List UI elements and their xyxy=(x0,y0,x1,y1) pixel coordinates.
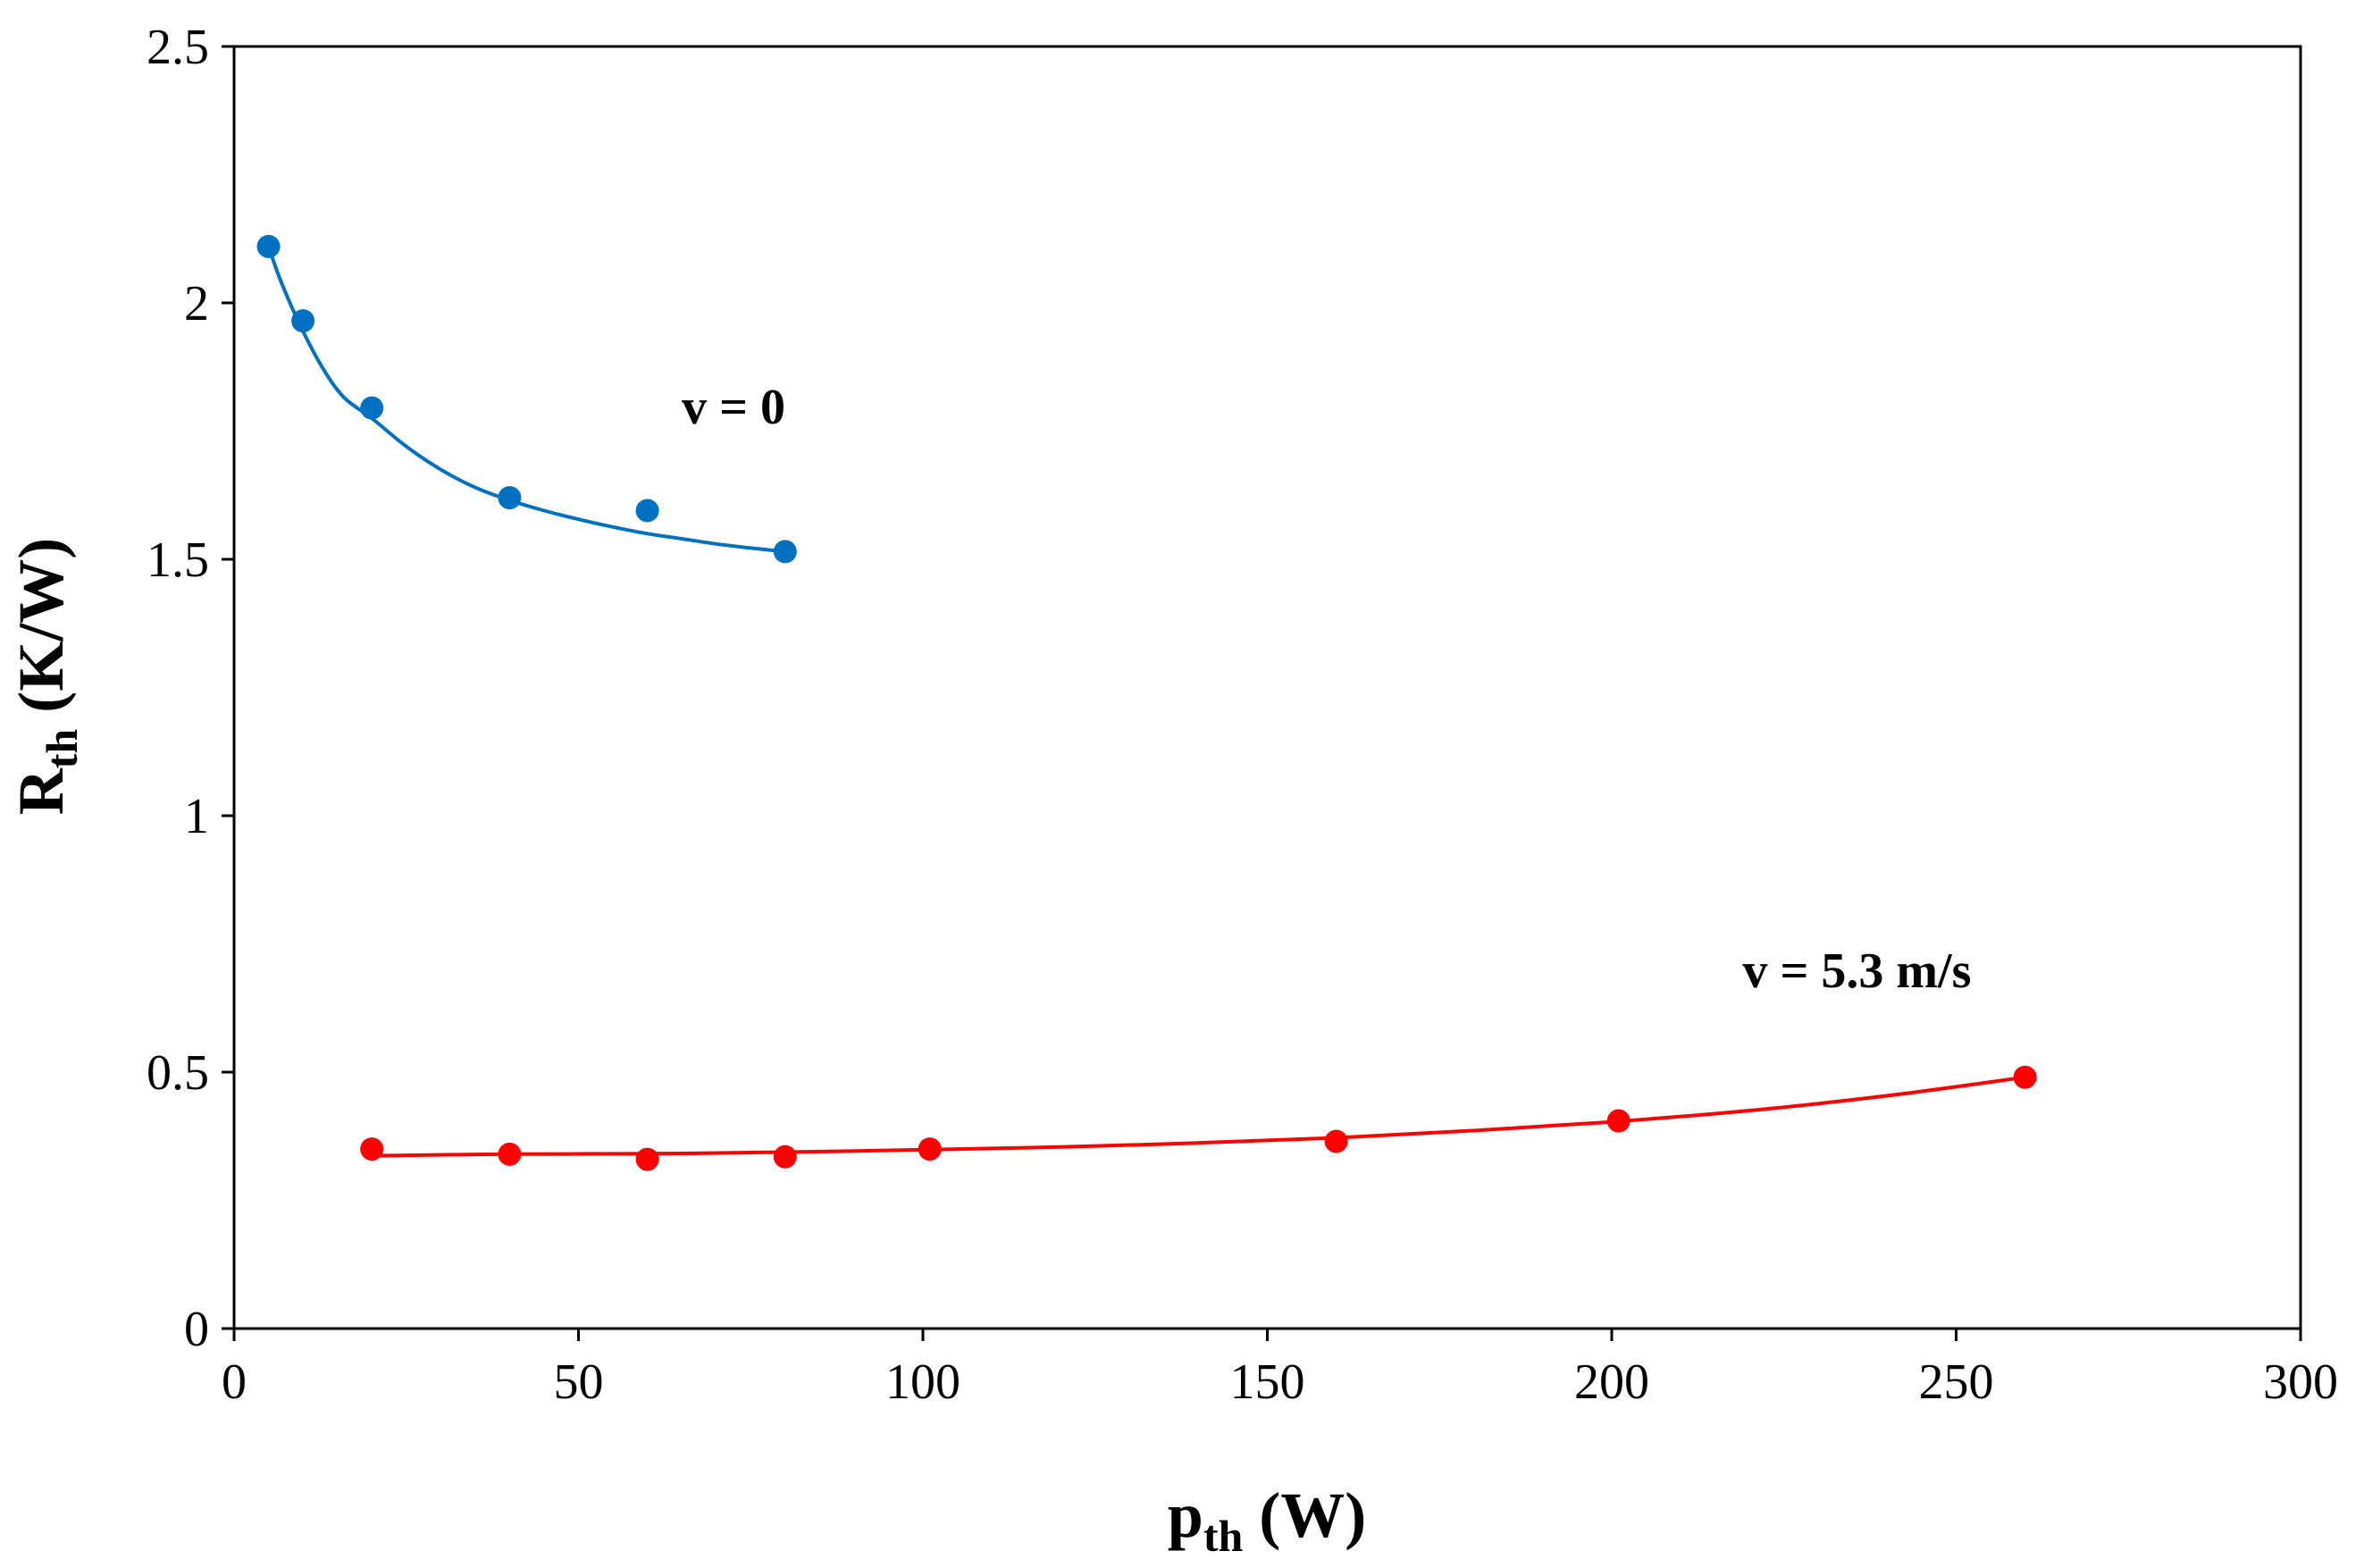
series-1-point xyxy=(1324,1129,1348,1153)
x-tick-label: 250 xyxy=(1919,1354,1994,1410)
series-1-point xyxy=(635,1147,659,1171)
series-1-point xyxy=(918,1137,942,1161)
y-tick-label: 0 xyxy=(184,1302,209,1357)
y-tick-label: 1 xyxy=(184,789,209,844)
series-1-point xyxy=(773,1145,797,1169)
series-0-point xyxy=(498,486,522,510)
x-tick-label: 150 xyxy=(1230,1354,1305,1410)
y-axis-title: Rth (K/W) xyxy=(5,538,87,815)
series-1: v = 5.3 m/s xyxy=(360,943,2037,1171)
x-axis-title-subscript: th xyxy=(1203,1511,1244,1561)
series-1-point xyxy=(1606,1109,1630,1133)
series-1-point xyxy=(2013,1065,2037,1089)
series-0-label: v = 0 xyxy=(682,380,785,435)
plot-area-frame xyxy=(232,45,2302,1330)
series-0: v = 0 xyxy=(256,234,797,564)
series-1-trendline xyxy=(372,1075,2025,1158)
series-layer: v = 0 v = 5.3 m/s xyxy=(256,234,2037,1171)
x-axis-title: pth (W) xyxy=(1168,1480,1366,1561)
x-tick-label: 200 xyxy=(1574,1354,1649,1410)
y-axis-title-subscript: th xyxy=(37,729,87,769)
series-0-point xyxy=(256,234,281,258)
series-1-label: v = 5.3 m/s xyxy=(1742,943,1971,999)
y-tick-label: 0.5 xyxy=(147,1045,209,1101)
x-tick-label: 50 xyxy=(554,1354,604,1410)
series-0-point xyxy=(360,396,384,420)
y-axis-title-unit: (K/W) xyxy=(5,538,77,729)
series-0-point xyxy=(773,540,797,564)
series-0-point xyxy=(635,499,659,523)
x-tick-label: 100 xyxy=(885,1354,960,1410)
y-tick-label: 1.5 xyxy=(147,532,209,588)
y-tick-label: 2 xyxy=(184,276,209,331)
series-1-point xyxy=(498,1142,522,1166)
series-0-point xyxy=(291,309,315,333)
y-axis-title-main: R xyxy=(5,767,77,815)
series-0-trendline xyxy=(266,246,786,554)
y-axis-ticks: 0 0.5 1 1.5 2 2.5 xyxy=(147,20,234,1357)
x-axis-title-unit: (W) xyxy=(1243,1480,1366,1551)
x-tick-label: 300 xyxy=(2263,1354,2338,1410)
x-axis-ticks: 0 50 100 150 200 250 300 xyxy=(222,1329,2338,1410)
y-tick-label: 2.5 xyxy=(147,20,209,75)
x-axis-title-main: p xyxy=(1168,1480,1203,1551)
series-1-point xyxy=(360,1137,384,1161)
x-tick-label: 0 xyxy=(222,1354,247,1410)
